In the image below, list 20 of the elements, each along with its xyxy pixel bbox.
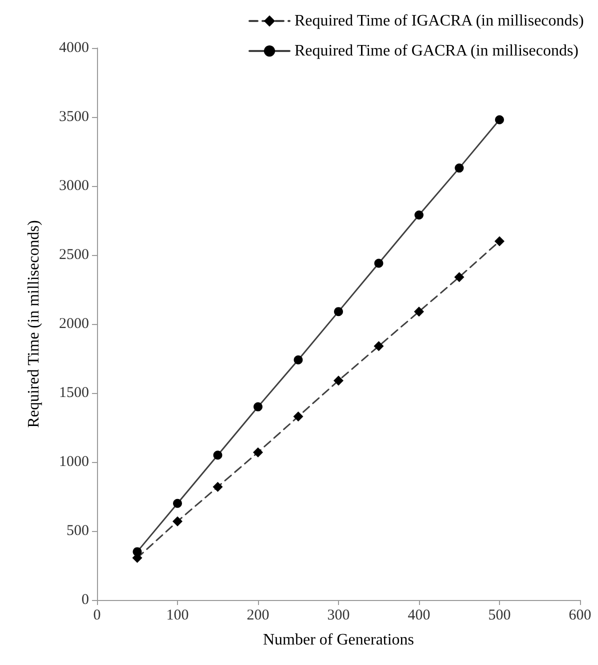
y-tick-label: 2000 bbox=[59, 316, 89, 332]
y-tick-label: 2500 bbox=[59, 247, 89, 263]
legend-label: Required Time of IGACRA (in milliseconds) bbox=[294, 12, 584, 30]
x-tick-label: 400 bbox=[408, 608, 430, 624]
y-axis-title: Required Time (in milliseconds) bbox=[26, 220, 42, 428]
x-tick-label: 500 bbox=[488, 608, 511, 624]
x-tick-label: 300 bbox=[327, 608, 350, 624]
y-tick-label: 1500 bbox=[59, 385, 89, 401]
y-tick-label: 3000 bbox=[59, 178, 89, 194]
x-tick-label: 200 bbox=[246, 608, 270, 624]
x-tick-label: 600 bbox=[568, 608, 592, 624]
y-tick-label: 3500 bbox=[59, 109, 89, 125]
y-tick-label: 4000 bbox=[59, 40, 89, 56]
y-tick-label: 500 bbox=[66, 523, 89, 539]
x-axis-title: Number of Generations bbox=[262, 632, 414, 648]
legend-label: Required Time of GACRA (in milliseconds) bbox=[294, 42, 578, 60]
y-tick-label: 0 bbox=[82, 592, 89, 608]
x-tick-label: 0 bbox=[93, 608, 101, 624]
x-tick-label: 100 bbox=[166, 608, 189, 624]
y-tick-label: 1000 bbox=[59, 454, 89, 470]
